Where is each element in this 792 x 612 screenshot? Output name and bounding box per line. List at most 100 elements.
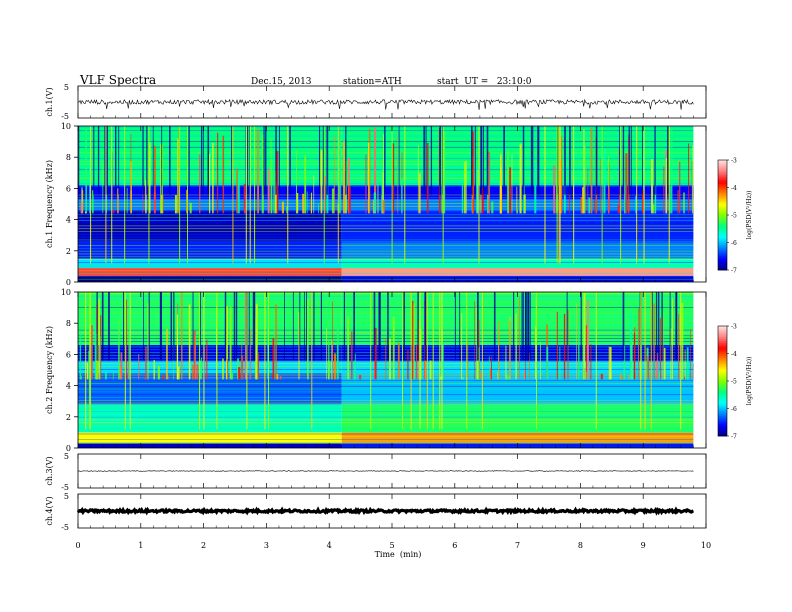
date-label: Dec.15, 2013 bbox=[251, 77, 312, 87]
sferic-streak bbox=[199, 154, 201, 214]
spectrum-band bbox=[78, 258, 342, 268]
colorbar-step bbox=[718, 348, 727, 351]
sferic-streak bbox=[243, 184, 246, 214]
sferic-streak bbox=[307, 299, 309, 380]
bright-streak bbox=[199, 292, 201, 430]
bright-streak bbox=[620, 126, 622, 264]
quiet-lane bbox=[306, 292, 307, 361]
sferic-streak bbox=[472, 131, 475, 214]
bright-streak bbox=[536, 292, 538, 430]
colorbar-step bbox=[718, 216, 727, 220]
sferic-streak bbox=[296, 193, 299, 214]
sferic-streak bbox=[238, 367, 241, 380]
spectrum-line bbox=[78, 233, 694, 235]
spectrum-line bbox=[78, 149, 694, 151]
sferic-streak bbox=[683, 192, 685, 214]
sferic-streak bbox=[189, 202, 192, 214]
quiet-lane bbox=[628, 126, 630, 195]
sferic-streak bbox=[401, 178, 403, 214]
time-axis-label: Time (min) bbox=[375, 550, 422, 559]
colorbar-step bbox=[718, 331, 727, 334]
bright-streak bbox=[111, 126, 113, 264]
quiet-lane bbox=[384, 126, 386, 195]
ch2-spectrogram-image bbox=[78, 292, 706, 448]
colorbar-step bbox=[718, 384, 727, 387]
quiet-lane bbox=[486, 126, 489, 195]
bright-streak bbox=[90, 292, 92, 430]
sferic-streak bbox=[583, 292, 586, 380]
bright-streak bbox=[636, 126, 638, 264]
spectrum-line bbox=[78, 141, 694, 142]
bright-streak bbox=[410, 292, 412, 430]
sferic-streak bbox=[663, 166, 665, 214]
quiet-lane bbox=[459, 292, 461, 361]
quiet-lane bbox=[326, 126, 329, 195]
quiet-lane bbox=[595, 126, 598, 195]
quiet-lane bbox=[430, 126, 433, 195]
spectrum-line bbox=[78, 231, 694, 232]
sferic-streak bbox=[157, 365, 160, 380]
bright-streak bbox=[556, 126, 558, 264]
spectrum-line bbox=[78, 310, 694, 311]
quiet-lane bbox=[442, 126, 444, 195]
colorbar-step bbox=[718, 371, 727, 375]
bright-streak bbox=[643, 126, 645, 264]
colorbar-step bbox=[718, 226, 727, 229]
time-tick-label: 2 bbox=[201, 541, 206, 550]
sferic-streak bbox=[440, 376, 443, 380]
spectrum-line bbox=[78, 256, 694, 258]
spectrum-line bbox=[78, 158, 694, 159]
sferic-streak bbox=[590, 343, 592, 380]
spectrum-line bbox=[78, 422, 694, 424]
bright-streak bbox=[311, 292, 313, 430]
colorbar-step bbox=[718, 392, 727, 395]
sferic-streak bbox=[177, 366, 180, 380]
sferic-streak bbox=[351, 331, 353, 380]
sferic-streak bbox=[113, 209, 115, 214]
sferic-streak bbox=[270, 139, 272, 214]
colorbar-step bbox=[718, 329, 727, 332]
quiet-lane bbox=[199, 292, 201, 361]
bright-streak bbox=[90, 126, 92, 264]
sferic-streak bbox=[569, 188, 570, 214]
sferic-streak bbox=[332, 301, 333, 380]
spectrum-line bbox=[78, 186, 694, 187]
sferic-streak bbox=[153, 359, 155, 380]
sferic-streak bbox=[546, 347, 549, 380]
sferic-streak bbox=[511, 153, 513, 214]
sferic-streak bbox=[306, 191, 308, 214]
sferic-streak bbox=[80, 376, 82, 380]
quiet-lane bbox=[379, 292, 381, 361]
bright-streak bbox=[481, 292, 483, 430]
figure-title: VLF Spectra bbox=[79, 73, 156, 87]
colorbar-tick-label: -3 bbox=[731, 158, 737, 165]
colorbar-step bbox=[718, 251, 727, 254]
sferic-streak bbox=[461, 313, 463, 380]
quiet-lane bbox=[454, 292, 456, 361]
sferic-streak bbox=[80, 203, 83, 214]
bright-streak bbox=[337, 126, 339, 264]
quiet-lane bbox=[619, 126, 620, 195]
sferic-streak bbox=[99, 336, 101, 380]
colorbar-step bbox=[718, 174, 727, 177]
sferic-streak bbox=[498, 322, 500, 380]
spectrum-line bbox=[78, 138, 694, 140]
ch4-waveform-panel: 5 -5 ch.4(V) bbox=[45, 492, 707, 532]
ch3-waveform-trace bbox=[77, 470, 694, 472]
bright-streak bbox=[370, 292, 372, 430]
sferic-streak bbox=[633, 332, 636, 380]
quiet-lane bbox=[152, 126, 154, 195]
colorbar-step bbox=[718, 406, 727, 409]
colorbar-step bbox=[718, 163, 727, 166]
quiet-lane bbox=[480, 126, 482, 195]
bright-streak bbox=[601, 126, 603, 264]
sferic-streak bbox=[474, 301, 475, 380]
colorbar-step bbox=[718, 397, 727, 400]
sferic-streak bbox=[145, 180, 147, 214]
quiet-lane bbox=[523, 292, 524, 361]
sferic-streak bbox=[505, 345, 507, 380]
colorbar-step bbox=[718, 183, 727, 187]
quiet-lane bbox=[200, 126, 203, 195]
freq-tick-label: 2 bbox=[66, 413, 71, 422]
quiet-lane bbox=[123, 292, 124, 361]
